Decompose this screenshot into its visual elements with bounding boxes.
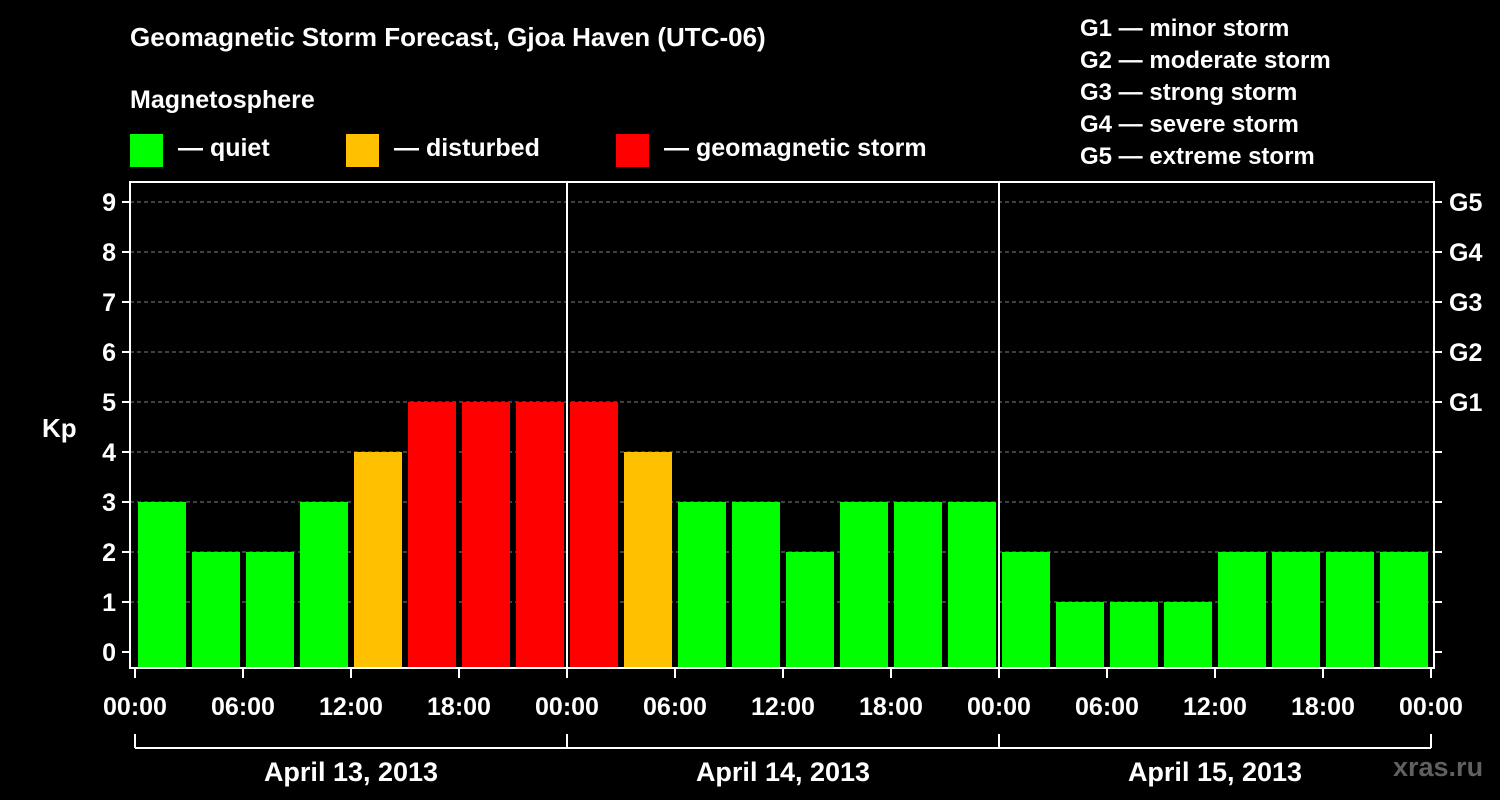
kp-bar [1002,552,1050,667]
legend-label-storm: — geomagnetic storm [664,134,927,162]
x-tick-label: 06:00 [211,693,275,721]
kp-bar [354,452,402,667]
kp-bar [1164,602,1212,667]
kp-bar [894,502,942,667]
kp-bar [192,552,240,667]
y-tick-label: 0 [102,639,116,667]
kp-bar [516,402,564,667]
y-tick-label: 5 [102,389,116,417]
y-tick-label: 2 [102,539,116,567]
kp-bar [1326,552,1374,667]
x-tick-label: 00:00 [535,693,599,721]
chart-title: Geomagnetic Storm Forecast, Gjoa Haven (… [130,22,766,52]
legend-swatch-quiet [130,134,163,167]
day-label: April 13, 2013 [264,757,438,787]
day-label: April 14, 2013 [696,757,870,787]
y-tick-label: 9 [102,189,116,217]
y-tick-label: 8 [102,239,116,267]
kp-bar [1056,602,1104,667]
kp-bar [1380,552,1428,667]
y-tick-label: 7 [102,289,116,317]
y-tick-label: 1 [102,589,116,617]
g-level-label: G5 [1449,189,1482,217]
kp-bar [462,402,510,667]
kp-bar [786,552,834,667]
kp-bar [1218,552,1266,667]
g-level-label: G4 [1449,239,1482,267]
x-tick-label: 18:00 [427,693,491,721]
legend-label-disturbed: — disturbed [394,134,540,162]
kp-bar [300,502,348,667]
x-tick-label: 00:00 [103,693,167,721]
y-tick-label: 6 [102,339,116,367]
watermark: xras.ru [1393,752,1484,782]
kp-bar [1110,602,1158,667]
kp-bar [1272,552,1320,667]
kp-bar [246,552,294,667]
kp-bar [570,402,618,667]
kp-bar [624,452,672,667]
gscale-g4: G4 — severe storm [1080,111,1299,138]
y-axis-label: Kp [42,413,77,443]
gscale-g2: G2 — moderate storm [1080,47,1331,74]
legend-heading: Magnetosphere [130,86,315,114]
x-tick-label: 06:00 [1075,693,1139,721]
kp-bar [732,502,780,667]
g-level-label: G1 [1449,389,1482,417]
x-tick-label: 00:00 [1399,693,1463,721]
y-tick-label: 4 [102,439,116,467]
x-tick-label: 12:00 [751,693,815,721]
kp-bar [408,402,456,667]
y-tick-label: 3 [102,489,116,517]
kp-bar [678,502,726,667]
gscale-g3: G3 — strong storm [1080,79,1298,106]
x-tick-label: 12:00 [319,693,383,721]
day-label: April 15, 2013 [1128,757,1302,787]
g-level-label: G3 [1449,289,1482,317]
g-level-label: G2 [1449,339,1482,367]
x-tick-label: 12:00 [1183,693,1247,721]
gscale-g5: G5 — extreme storm [1080,143,1315,170]
kp-bar [138,502,186,667]
kp-bar [948,502,996,667]
x-tick-label: 18:00 [1291,693,1355,721]
x-tick-label: 00:00 [967,693,1031,721]
x-tick-label: 18:00 [859,693,923,721]
x-tick-label: 06:00 [643,693,707,721]
legend-label-quiet: — quiet [178,134,270,162]
gscale-g1: G1 — minor storm [1080,15,1290,42]
kp-bar [840,502,888,667]
legend-swatch-storm [616,134,649,167]
legend-swatch-disturbed [346,134,379,167]
